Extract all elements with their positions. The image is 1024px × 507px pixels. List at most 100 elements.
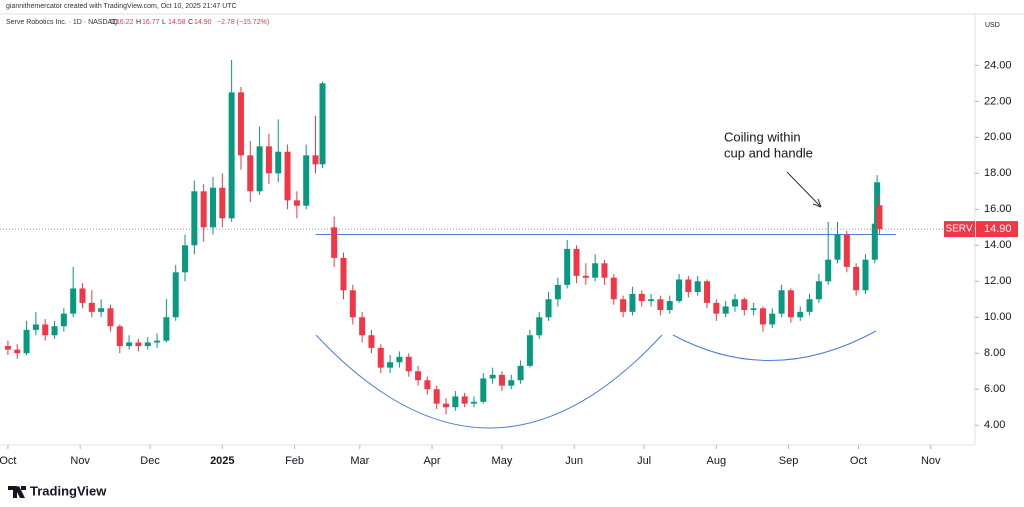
candle (620, 295, 627, 318)
candle-body (368, 335, 375, 348)
candle (368, 329, 375, 354)
candle-body (676, 279, 683, 302)
candle-body (293, 200, 300, 206)
candle (116, 324, 123, 354)
candle (424, 376, 431, 395)
candle (70, 266, 77, 318)
candle-body (396, 356, 403, 363)
candle (396, 351, 403, 368)
quote-value: 14.90 (194, 19, 212, 26)
candle-body (713, 302, 720, 314)
x-tick-label: Sep (779, 455, 799, 467)
price-tag: SERV 14.90 (944, 221, 1018, 238)
candle (135, 338, 142, 352)
candle (42, 319, 49, 341)
candle-body (657, 299, 664, 311)
candle (797, 306, 804, 321)
candle-body (191, 191, 198, 246)
candle (415, 365, 422, 386)
candle-body (834, 234, 841, 260)
arrow-head (812, 198, 822, 208)
quote-letter: C (188, 19, 193, 26)
candle (4, 340, 11, 356)
candle (461, 392, 468, 408)
candle (685, 275, 692, 298)
annotation: cup and handle (724, 145, 813, 160)
candle (750, 302, 757, 316)
candle (107, 304, 114, 332)
candle-body (433, 389, 440, 404)
candle (508, 374, 515, 390)
quote-letter: O (110, 19, 116, 26)
candle-body (377, 347, 384, 368)
candle-body (853, 266, 860, 291)
candle (629, 286, 636, 316)
change: −2.78 (−15.72%) (217, 19, 269, 26)
candle-body (648, 299, 655, 302)
candle-body (871, 223, 878, 260)
candle-body (694, 281, 701, 293)
x-tick-label: Mar (350, 455, 369, 467)
candle (312, 115, 319, 174)
candle-body (452, 396, 459, 408)
x-tick-label: Apr (423, 455, 440, 467)
candle (564, 239, 571, 289)
x-tick-label: Oct (850, 455, 867, 467)
candle (237, 86, 244, 170)
candle-body (517, 365, 524, 381)
candle-body (759, 308, 766, 325)
candle (303, 144, 310, 210)
candle (871, 216, 878, 264)
candle-body (629, 293, 636, 312)
candle (331, 216, 338, 267)
candle (247, 140, 254, 203)
candle-body (685, 279, 692, 293)
candle (704, 279, 711, 309)
candle (284, 144, 291, 210)
candle-body (545, 299, 552, 318)
candle-body (200, 191, 207, 228)
candle-body (331, 227, 338, 258)
x-tick-label: 2025 (210, 455, 234, 467)
candle (480, 373, 487, 404)
candle (638, 290, 645, 307)
candle (759, 306, 766, 332)
y-tick-label: 14.00 (984, 239, 1012, 251)
candle-body (862, 259, 869, 291)
candle-body (498, 374, 505, 386)
candle-body (787, 290, 794, 318)
candle (172, 265, 179, 321)
candle-body (610, 277, 617, 300)
price-tag-bg (976, 221, 1018, 238)
ticker-tag: SERV (945, 224, 972, 235)
candle (433, 385, 440, 410)
candle-body (4, 346, 11, 350)
candle (545, 292, 552, 321)
candle (489, 367, 496, 384)
candle (144, 337, 151, 350)
candle-body (405, 356, 412, 372)
candle-body (172, 272, 179, 318)
candle-body (42, 324, 49, 336)
candle-body (359, 317, 366, 336)
candle (876, 195, 883, 235)
candle (834, 221, 841, 264)
candle (517, 360, 524, 384)
y-tick-label: 24.00 (984, 59, 1012, 71)
candle-body (443, 403, 450, 408)
candle-body (144, 342, 151, 347)
candle (191, 180, 198, 255)
logo-text: TradingView (30, 483, 107, 498)
quote-value: 16.77 (142, 19, 160, 26)
candle (219, 173, 226, 228)
candle-body (666, 301, 673, 311)
candle (731, 293, 738, 312)
candle-body (573, 248, 580, 276)
candle (200, 184, 207, 242)
candle-body (135, 342, 142, 347)
candle-body (806, 299, 813, 312)
candle (601, 259, 608, 285)
y-tick-label: 6.00 (984, 383, 1005, 395)
candle-body (797, 311, 804, 318)
candle (154, 333, 161, 348)
